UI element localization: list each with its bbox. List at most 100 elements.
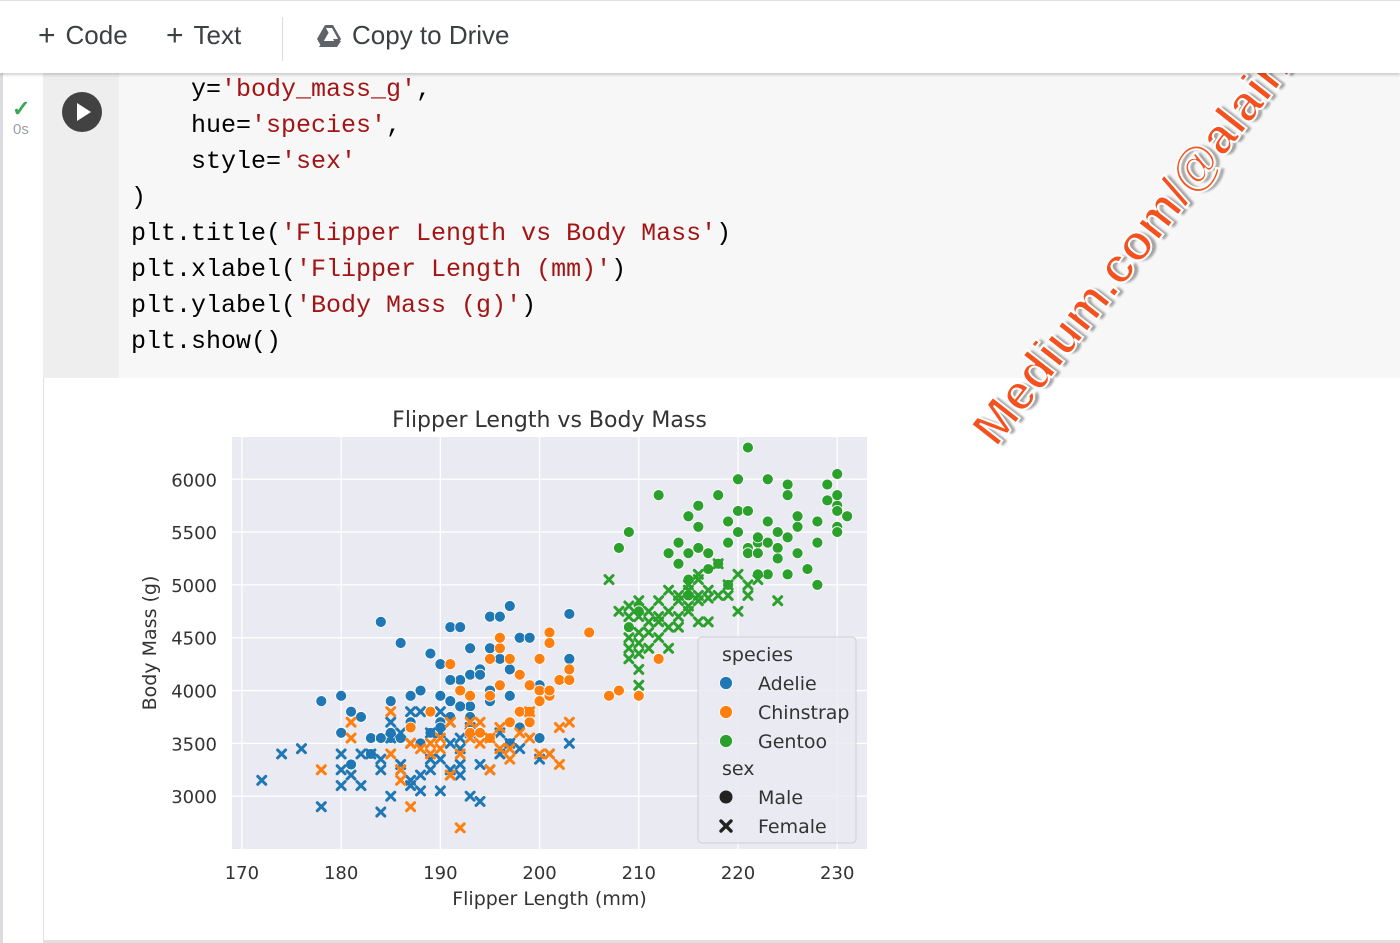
y-tick-label: 3000 — [171, 787, 217, 808]
data-point-gentoo-female — [692, 589, 704, 601]
y-tick-label: 3500 — [171, 734, 217, 755]
data-point-adelie-female — [375, 764, 387, 776]
data-point-adelie-male — [404, 689, 417, 702]
data-point-adelie-female — [454, 758, 466, 770]
legend-label-male: Male — [758, 787, 803, 809]
data-point-gentoo-female — [663, 642, 675, 654]
data-point-chinstrap-male — [553, 674, 566, 686]
data-point-gentoo-female — [633, 679, 645, 691]
data-point-adelie-female — [434, 785, 446, 797]
data-point-chinstrap-female — [405, 801, 417, 813]
data-point-gentoo-male — [692, 520, 705, 533]
data-point-adelie-female — [563, 737, 575, 749]
data-point-chinstrap-male — [474, 726, 486, 739]
data-point-adelie-male — [394, 637, 407, 649]
data-point-adelie-female — [335, 748, 347, 760]
data-point-gentoo-male — [732, 473, 744, 486]
data-point-gentoo-female — [712, 589, 724, 601]
data-point-adelie-male — [493, 652, 506, 665]
code-cell[interactable] — [43, 72, 1400, 378]
code-string: 'Body Mass (g)' — [296, 291, 522, 320]
data-point-gentoo-male — [682, 510, 695, 523]
data-point-gentoo-male — [761, 536, 774, 549]
code-editor[interactable]: y='body_mass_g', hue='species', style='s… — [131, 72, 731, 360]
code-token: hue= — [131, 111, 252, 140]
data-point-chinstrap-female — [474, 737, 486, 749]
data-point-gentoo-female — [732, 568, 744, 580]
add-code-button[interactable]: + Code — [38, 20, 128, 51]
copy-to-drive-button[interactable]: Copy to Drive — [316, 20, 510, 51]
code-line: plt.xlabel('Flipper Length (mm)') — [131, 252, 731, 288]
data-point-chinstrap-male — [493, 631, 506, 644]
y-tick-label: 5500 — [171, 523, 217, 544]
legend-label-chinstrap: Chinstrap — [758, 702, 850, 724]
data-point-gentoo-male — [732, 505, 744, 517]
legend-title-species: species — [722, 644, 793, 666]
data-point-chinstrap-male — [503, 652, 516, 665]
data-point-adelie-male — [374, 615, 387, 628]
data-point-chinstrap-female — [454, 822, 466, 834]
data-point-adelie-male — [474, 668, 486, 681]
data-point-gentoo-female — [653, 611, 665, 623]
data-point-adelie-female — [345, 769, 357, 781]
data-point-gentoo-male — [821, 478, 834, 491]
code-token: plt.xlabel( — [131, 255, 297, 284]
y-axis-label: Body Mass (g) — [139, 576, 161, 711]
code-token: plt.show() — [131, 327, 282, 356]
data-point-gentoo-male — [692, 499, 705, 512]
data-point-gentoo-female — [732, 605, 744, 617]
data-point-adelie-female — [454, 732, 466, 744]
data-point-chinstrap-male — [543, 637, 556, 649]
data-point-chinstrap-female — [524, 732, 536, 744]
code-token: ) — [716, 219, 732, 248]
data-point-adelie-male — [315, 695, 328, 708]
legend-marker-female — [719, 819, 733, 833]
data-point-chinstrap-male — [484, 652, 496, 665]
data-point-adelie-male — [434, 689, 447, 702]
x-tick-label: 180 — [324, 863, 358, 884]
data-point-chinstrap-male — [424, 705, 437, 718]
data-point-chinstrap-female — [415, 743, 427, 755]
data-point-adelie-female — [424, 764, 436, 776]
data-point-gentoo-male — [831, 489, 844, 502]
data-point-gentoo-male — [821, 494, 834, 507]
data-point-adelie-female — [424, 727, 436, 739]
legend-label-female: Female — [758, 816, 827, 838]
data-point-chinstrap-male — [404, 721, 417, 734]
data-point-adelie-male — [563, 652, 576, 665]
data-point-adelie-female — [464, 790, 476, 802]
data-point-gentoo-female — [633, 595, 645, 607]
data-point-gentoo-male — [811, 578, 824, 591]
data-point-adelie-female — [415, 706, 427, 718]
code-line: plt.ylabel('Body Mass (g)') — [131, 288, 731, 324]
y-tick-label: 4000 — [171, 682, 217, 703]
run-cell-button[interactable] — [62, 92, 102, 132]
code-string: 'Flipper Length (mm)' — [296, 255, 612, 284]
legend-marker-male — [719, 790, 733, 804]
data-point-adelie-male — [345, 705, 357, 718]
data-point-gentoo-male — [831, 468, 844, 480]
add-text-button[interactable]: + Text — [166, 20, 241, 51]
data-point-chinstrap-male — [464, 689, 477, 702]
code-token: ) — [131, 183, 147, 212]
data-point-gentoo-female — [633, 663, 645, 675]
data-point-adelie-male — [503, 663, 516, 676]
data-point-gentoo-male — [652, 489, 665, 502]
data-point-gentoo-male — [742, 505, 754, 517]
data-point-gentoo-female — [623, 642, 635, 654]
data-point-gentoo-male — [722, 536, 734, 549]
data-point-gentoo-male — [811, 536, 824, 549]
add-code-label: Code — [65, 20, 128, 50]
data-point-gentoo-female — [742, 579, 754, 591]
data-point-chinstrap-male — [493, 679, 506, 692]
code-line: ) — [131, 180, 731, 216]
data-point-chinstrap-male — [543, 626, 556, 639]
x-tick-label: 190 — [423, 863, 457, 884]
data-point-chinstrap-male — [533, 684, 546, 697]
data-point-gentoo-male — [791, 520, 804, 533]
data-point-chinstrap-male — [444, 658, 457, 671]
data-point-chinstrap-female — [563, 716, 575, 728]
x-tick-label: 210 — [622, 863, 656, 884]
data-point-chinstrap-female — [464, 716, 476, 728]
data-point-chinstrap-female — [424, 748, 436, 760]
